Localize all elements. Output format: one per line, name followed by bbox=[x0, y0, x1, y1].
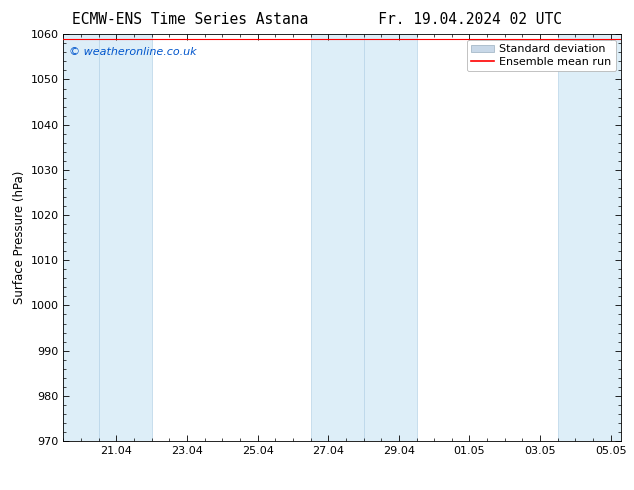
Bar bbox=[99, 34, 152, 441]
Text: © weatheronline.co.uk: © weatheronline.co.uk bbox=[69, 47, 197, 56]
Legend: Standard deviation, Ensemble mean run: Standard deviation, Ensemble mean run bbox=[467, 40, 616, 71]
Bar bbox=[63, 34, 99, 441]
Y-axis label: Surface Pressure (hPa): Surface Pressure (hPa) bbox=[13, 171, 26, 304]
Text: ECMW-ENS Time Series Astana        Fr. 19.04.2024 02 UTC: ECMW-ENS Time Series Astana Fr. 19.04.20… bbox=[72, 12, 562, 27]
Bar bbox=[311, 34, 363, 441]
Bar bbox=[558, 34, 621, 441]
Bar bbox=[363, 34, 417, 441]
